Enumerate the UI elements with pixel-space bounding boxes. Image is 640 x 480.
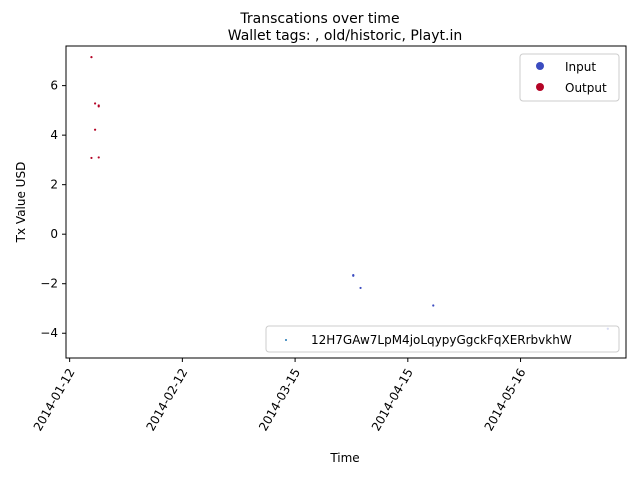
legend-label-output: Output bbox=[565, 81, 607, 95]
legend-marker-output bbox=[536, 83, 544, 91]
x-tick-label: 2014-03-15 bbox=[256, 366, 303, 433]
legend-label-input: Input bbox=[565, 60, 596, 74]
data-point-output bbox=[97, 105, 100, 108]
x-tick-label: 2014-02-12 bbox=[143, 366, 190, 433]
data-point-input bbox=[432, 304, 435, 307]
legend-marker-input bbox=[536, 62, 544, 70]
x-tick-label: 2014-01-12 bbox=[31, 366, 78, 433]
legend-box bbox=[265, 325, 620, 353]
y-axis-label: Tx Value USD bbox=[14, 162, 28, 244]
x-axis: 2014-01-12 2014-02-12 2014-03-15 2014-04-15… bbox=[31, 358, 529, 433]
data-point-output bbox=[90, 156, 93, 160]
y-tick-label: −4 bbox=[40, 326, 58, 340]
legend-box bbox=[519, 53, 620, 102]
x-tick-label: 2014-04-15 bbox=[369, 366, 416, 433]
legend-label-wallet: 12H7GAw7LpM4joLqypyGgckFqXERrbvkhW bbox=[311, 333, 572, 347]
chart-title: Wallet tags: , old/historic, Playt.in bbox=[228, 28, 463, 44]
data-point-output bbox=[93, 128, 97, 131]
data-point-input bbox=[352, 274, 355, 277]
y-tick-label: 2 bbox=[50, 178, 58, 192]
data-point-input bbox=[359, 286, 362, 290]
x-tick-label: 2014-05-16 bbox=[482, 366, 529, 433]
y-tick-label: 0 bbox=[50, 227, 58, 241]
y-tick-label: 6 bbox=[50, 79, 58, 93]
y-tick-label: 4 bbox=[50, 128, 58, 142]
data-point-output bbox=[97, 156, 100, 159]
legend-wallet: 12H7GAw7LpM4joLqypyGgckFqXERrbvkhW bbox=[265, 325, 620, 353]
data-point-output bbox=[93, 102, 97, 105]
legend-series-type: Input Output bbox=[519, 53, 620, 102]
y-axis: −4 −2 0 2 4 6 bbox=[40, 79, 66, 340]
data-point-output bbox=[90, 56, 93, 59]
chart-suptitle: Transcations over time bbox=[239, 11, 399, 27]
x-axis-label: Time bbox=[329, 451, 359, 465]
axes-frame bbox=[65, 45, 627, 359]
legend-marker-wallet bbox=[285, 339, 287, 341]
y-tick-label: −2 bbox=[40, 277, 58, 291]
